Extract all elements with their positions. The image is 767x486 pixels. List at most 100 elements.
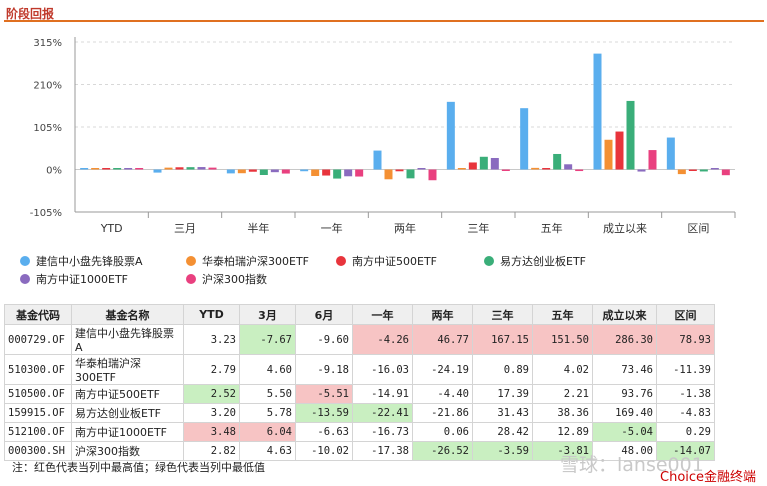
return-cell: -1.38	[656, 384, 715, 404]
return-cell: -9.60	[295, 324, 353, 355]
return-cell: 73.46	[592, 354, 657, 385]
y-tick-label: -105%	[30, 208, 62, 219]
watermark: 雪球：lanse001	[560, 454, 704, 476]
x-tick-label: 三年	[467, 221, 489, 235]
return-cell: -3.81	[532, 441, 593, 461]
x-tick-label: YTD	[100, 222, 123, 235]
legend-swatch	[20, 274, 30, 284]
bar-2	[311, 169, 320, 176]
return-cell: -10.02	[295, 441, 353, 461]
bar-4	[479, 156, 488, 170]
x-tick-label: 五年	[541, 221, 563, 235]
bar-1	[300, 169, 309, 172]
table-row: 510500.OF 南方中证500ETF 2.52 5.50 -5.51 -14.91 -4…	[4, 384, 715, 404]
legend-label: 建信中小盘先锋股票A	[36, 255, 143, 268]
bar-5	[490, 157, 499, 170]
table-row: 510300.OF 华泰柏瑞沪深300ETF 2.79 4.60 -9.18 -16.03…	[4, 354, 715, 385]
return-cell: -4.83	[656, 403, 715, 423]
return-cell: -22.41	[352, 403, 413, 423]
bar-6	[281, 169, 290, 174]
column-header: 三年	[472, 304, 533, 325]
bar-3	[542, 168, 551, 170]
bar-4	[699, 169, 708, 172]
fund-code-cell: 510500.OF	[4, 384, 72, 404]
return-cell: -14.07	[656, 441, 715, 461]
x-tick-label: 两年	[394, 221, 416, 235]
column-header: YTD	[183, 304, 240, 325]
return-cell: 0.06	[412, 422, 473, 442]
y-tick-label: 105%	[33, 123, 62, 134]
bar-5	[270, 169, 279, 173]
legend-swatch	[186, 274, 196, 284]
legend-label: 南方中证1000ETF	[36, 273, 128, 286]
bar-4	[113, 168, 122, 170]
return-cell: -4.40	[412, 384, 473, 404]
x-tick-label: 成立以来	[603, 221, 647, 235]
legend-item: 南方中证1000ETF	[20, 271, 128, 287]
return-cell: 2.52	[183, 384, 240, 404]
return-cell: -3.59	[472, 441, 533, 461]
return-cell: 3.48	[183, 422, 240, 442]
return-cell: 4.02	[532, 354, 593, 385]
return-cell: -16.03	[352, 354, 413, 385]
bar-1	[226, 169, 235, 174]
bar-1	[593, 53, 602, 170]
return-cell: 38.36	[532, 403, 593, 423]
return-cell: 4.63	[239, 441, 296, 461]
bar-3	[395, 169, 404, 172]
bar-2	[677, 169, 686, 175]
bar-3	[102, 168, 111, 170]
returns-table: 基金代码 基金名称 YTD 3月 6月 一年 两年 三年 五年 成立以来 区间 000729.OF 建…	[4, 304, 715, 461]
bar-2	[531, 167, 540, 170]
bar-5	[197, 167, 206, 170]
bar-2	[457, 168, 466, 170]
legend-swatch	[484, 256, 494, 266]
return-cell: 93.76	[592, 384, 657, 404]
bar-3	[248, 169, 257, 172]
y-tick-label: 315%	[33, 38, 62, 49]
section-title: 阶段回报	[6, 7, 55, 21]
legend-item: 南方中证500ETF	[336, 253, 437, 269]
bar-chart: 315% 210% 105% 0% -105% YTD 三月 半年 一年 两年 三年 五年 成立以来 区间	[30, 37, 736, 235]
bar-2	[384, 169, 393, 180]
return-cell: -9.18	[295, 354, 353, 385]
bar-5	[417, 168, 426, 170]
x-tick-label: 一年	[321, 221, 343, 235]
fund-code-cell: 510300.OF	[4, 354, 72, 385]
return-cell: -21.86	[412, 403, 473, 423]
legend-swatch	[336, 256, 346, 266]
bar-1	[153, 169, 162, 173]
return-cell: -13.59	[295, 403, 353, 423]
bar-6	[501, 169, 510, 171]
return-cell: 6.04	[239, 422, 296, 442]
return-cell: -5.51	[295, 384, 353, 404]
bar-3	[615, 131, 624, 170]
legend-label: 华泰柏瑞沪深300ETF	[202, 255, 309, 268]
table-row: 512100.OF 南方中证1000ETF 3.48 6.04 -6.63 -16.73 0…	[4, 422, 715, 442]
return-cell: 151.50	[532, 324, 593, 355]
bar-3	[322, 169, 331, 176]
return-cell: 28.42	[472, 422, 533, 442]
bar-5	[124, 168, 133, 170]
return-cell: -24.19	[412, 354, 473, 385]
fund-name-cell: 易方达创业板ETF	[71, 403, 184, 423]
bar-5	[344, 169, 353, 177]
return-cell: 17.39	[472, 384, 533, 404]
bar-5	[637, 169, 646, 172]
return-cell: 0.89	[472, 354, 533, 385]
return-cell: -5.04	[592, 422, 657, 442]
bar-6	[355, 169, 364, 177]
return-cell: 31.43	[472, 403, 533, 423]
fund-code-cell: 000300.SH	[4, 441, 72, 461]
legend-label: 易方达创业板ETF	[500, 255, 586, 268]
bar-2	[604, 139, 613, 170]
bar-3	[688, 169, 697, 171]
return-cell: 2.82	[183, 441, 240, 461]
legend-item: 沪深300指数	[186, 271, 267, 287]
fund-name-cell: 建信中小盘先锋股票A	[71, 324, 184, 355]
return-cell: 3.23	[183, 324, 240, 355]
bar-6	[208, 167, 217, 170]
return-cell: -17.38	[352, 441, 413, 461]
column-header: 基金名称	[71, 304, 184, 325]
table-row: 159915.OF 易方达创业板ETF 3.20 5.78 -13.59 -22.41 -2…	[4, 403, 715, 423]
